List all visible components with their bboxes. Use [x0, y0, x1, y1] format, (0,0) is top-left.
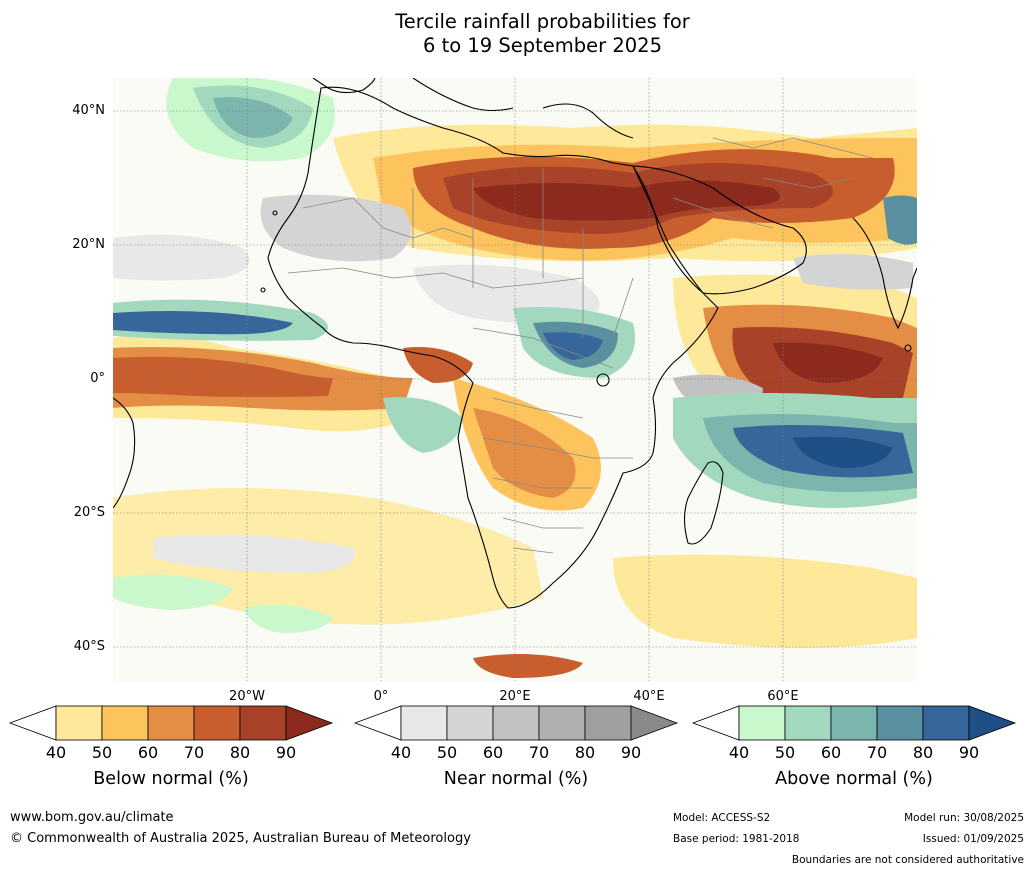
colorbar-tick-label: 40	[728, 743, 750, 762]
colorbar-upper-extend	[285, 705, 334, 741]
colorbar-tick-label: 80	[912, 743, 934, 762]
colorbar-segment	[101, 705, 149, 741]
lon-label-60e: 60°E	[767, 689, 799, 704]
lat-label-40n: 40°N	[72, 103, 105, 118]
colorbar-tick-label: 60	[137, 743, 159, 762]
map-title-line1: Tercile rainfall probabilities for	[395, 10, 690, 33]
colorbar-tick-label: 80	[574, 743, 596, 762]
colorbar-segment	[538, 705, 586, 741]
colorbar-segment	[400, 705, 448, 741]
lat-label-20s: 20°S	[73, 505, 105, 520]
colorbar-tick-label: 80	[229, 743, 251, 762]
colorbar-segment	[147, 705, 195, 741]
footer-base-period: Base period: 1981-2018	[673, 833, 800, 845]
country-boundaries	[287, 137, 874, 554]
colorbar-near-normal	[353, 705, 679, 741]
footer-url: www.bom.gov.au/climate	[10, 810, 174, 825]
colorbar-segment	[738, 705, 786, 741]
colorbar-segment	[876, 705, 924, 741]
lon-label-20e: 20°E	[499, 689, 531, 704]
colorbar-lower-extend	[8, 705, 57, 741]
colorbar-tick-label: 50	[91, 743, 113, 762]
colorbar-segment	[239, 705, 287, 741]
lon-label-0: 0°	[373, 689, 389, 704]
lat-label-40s: 40°S	[73, 639, 105, 654]
rainfall-probability-map	[113, 78, 917, 681]
colorbar-segment	[193, 705, 241, 741]
footer-model: Model: ACCESS-S2	[673, 812, 771, 824]
coastlines	[113, 78, 917, 609]
colorbar-tick-label: 50	[774, 743, 796, 762]
colorbar-upper-extend	[630, 705, 679, 741]
footer-issued: Issued: 01/09/2025	[922, 833, 1024, 845]
colorbar-tick-label: 60	[820, 743, 842, 762]
colorbar-segment	[446, 705, 494, 741]
colorbar-tick-label: 40	[390, 743, 412, 762]
colorbar-lower-extend	[691, 705, 740, 741]
colorbar-tick-label: 70	[183, 743, 205, 762]
colorbar-below-normal	[8, 705, 334, 741]
lon-label-40e: 40°E	[633, 689, 665, 704]
map-canvas	[113, 78, 917, 681]
colorbar-segment	[784, 705, 832, 741]
colorbar-segment	[830, 705, 878, 741]
colorbar-tick-label: 50	[436, 743, 458, 762]
colorbar-tick-label: 70	[528, 743, 550, 762]
above-normal-regions	[113, 78, 917, 633]
colorbar-tick-label: 70	[866, 743, 888, 762]
colorbar-tick-label: 40	[45, 743, 67, 762]
colorbar-above-normal	[691, 705, 1017, 741]
lon-label-20w: 20°W	[229, 689, 265, 704]
footer-disclaimer: Boundaries are not considered authoritat…	[791, 854, 1024, 866]
colorbar-graphics	[8, 705, 1017, 741]
colorbar-lower-extend	[353, 705, 402, 741]
footer-copyright: © Commonwealth of Australia 2025, Austra…	[10, 831, 471, 846]
colorbar-tick-label: 90	[958, 743, 980, 762]
lat-label-20n: 20°N	[72, 237, 105, 252]
colorbar-segment	[584, 705, 632, 741]
graticule	[113, 78, 917, 681]
map-title-line2: 6 to 19 September 2025	[423, 34, 662, 57]
footer-model-run: Model run: 30/08/2025	[904, 812, 1024, 824]
colorbar-tick-label: 60	[482, 743, 504, 762]
colorbar-segment	[492, 705, 540, 741]
colorbar-tick-label: 90	[620, 743, 642, 762]
colorbar-title-below-normal: Below normal (%)	[93, 769, 249, 789]
colorbar-segment	[922, 705, 970, 741]
colorbar-title-near-normal: Near normal (%)	[443, 769, 589, 789]
colorbar-segment	[55, 705, 103, 741]
colorbar-title-above-normal: Above normal (%)	[775, 769, 933, 789]
lat-label-equator: 0°	[90, 371, 105, 386]
colorbar-upper-extend	[968, 705, 1017, 741]
colorbar-tick-label: 90	[275, 743, 297, 762]
